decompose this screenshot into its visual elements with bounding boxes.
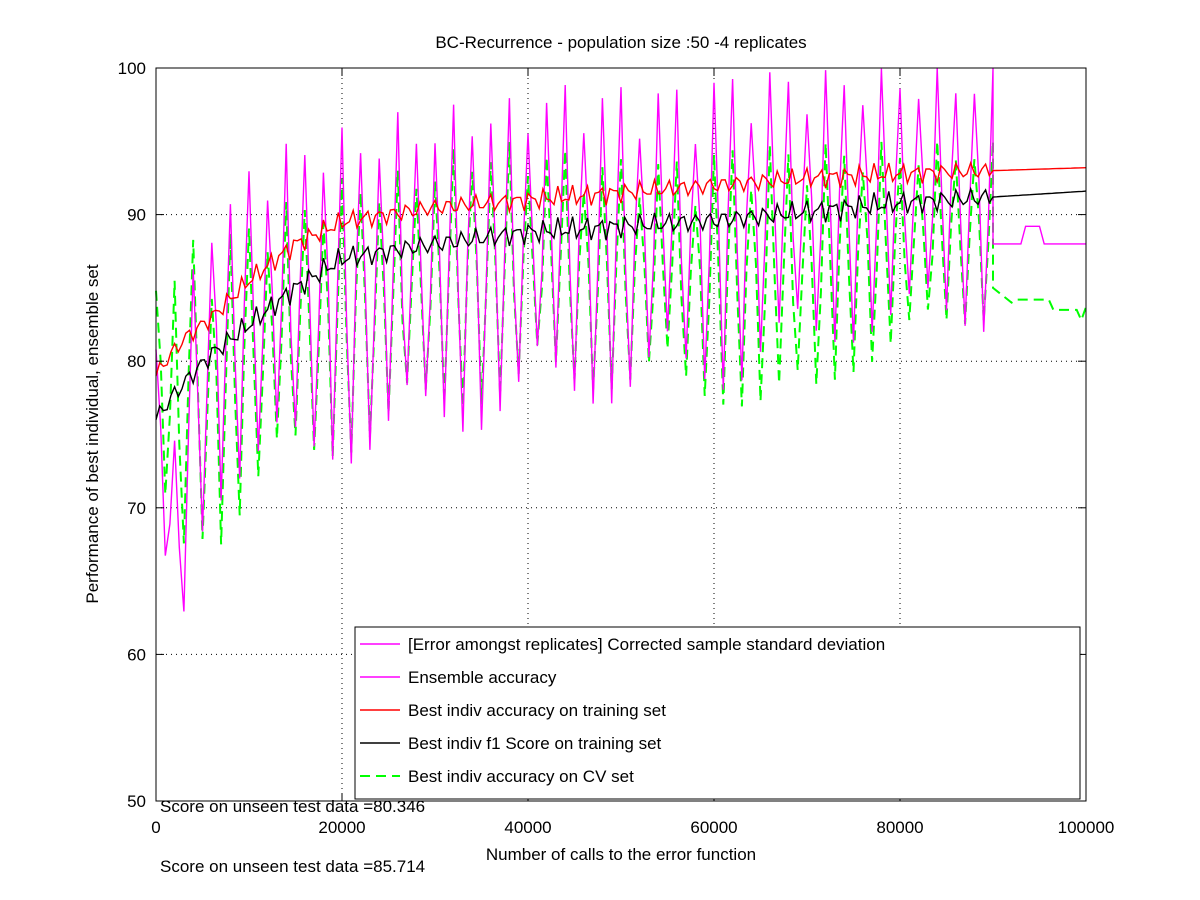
- y-tick-label: 70: [127, 499, 146, 518]
- x-tick-label: 100000: [1058, 818, 1115, 837]
- series-line: [155, 186, 1087, 420]
- y-tick-label: 50: [127, 792, 146, 811]
- series-line: [155, 160, 1087, 377]
- legend-label: Best indiv f1 Score on training set: [408, 734, 662, 753]
- ticks: 0 20000 40000 60000 80000 100000 50 60 70 80 90 100: [118, 59, 1115, 837]
- y-tick-label: 80: [127, 352, 146, 371]
- series-line: [155, 68, 1086, 612]
- x-tick-label: 20000: [318, 818, 365, 837]
- series-layer: [155, 68, 1087, 612]
- legend-label: Best indiv accuracy on training set: [408, 701, 666, 720]
- legend-label: Best indiv accuracy on CV set: [408, 767, 634, 786]
- x-tick-label: 60000: [690, 818, 737, 837]
- chart-title: BC-Recurrence - population size :50 -4 r…: [435, 33, 806, 52]
- x-tick-label: 40000: [504, 818, 551, 837]
- x-axis-label: Number of calls to the error function: [486, 845, 756, 864]
- y-tick-label: 60: [127, 645, 146, 664]
- legend: [Error amongst replicates] Corrected sam…: [354, 626, 1081, 800]
- x-tick-label: 80000: [876, 818, 923, 837]
- y-tick-label: 90: [127, 206, 146, 225]
- annotation-score-2: Score on unseen test data =85.714: [160, 857, 425, 876]
- y-axis-label: Performance of best individual, ensemble…: [83, 264, 102, 604]
- legend-box: [354, 626, 1081, 800]
- plot-frame: [155, 67, 1087, 802]
- y-tick-label: 100: [118, 59, 146, 78]
- annotation-score-1: Score on unseen test data =80.346: [160, 797, 425, 816]
- x-tick-label: 0: [151, 818, 160, 837]
- legend-label: [Error amongst replicates] Corrected sam…: [408, 635, 885, 654]
- legend-label: Ensemble accuracy: [408, 668, 557, 687]
